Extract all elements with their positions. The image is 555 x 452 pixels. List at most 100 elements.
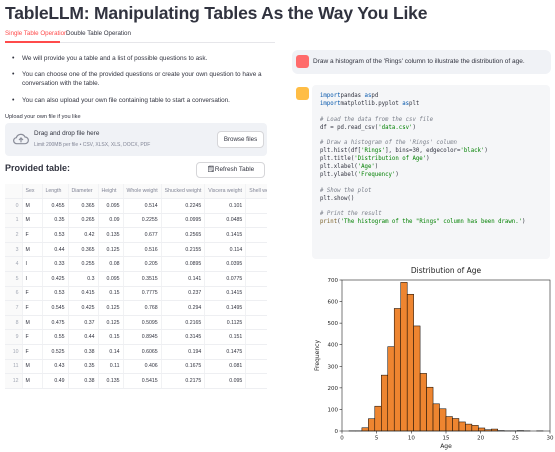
table-row[interactable]: 9 F 0.55 0.44 0.15 0.8945 0.3145 0.151 — [5, 329, 267, 346]
row-index: 6 — [5, 286, 23, 302]
table-row[interactable]: 10 F 0.525 0.38 0.14 0.6065 0.194 0.1475 — [5, 344, 267, 360]
code-block: importpandas aspd importmatplotlib.pyplot… — [312, 85, 550, 259]
table-row[interactable]: 7 F 0.545 0.425 0.125 0.768 0.294 0.1495 — [5, 300, 267, 316]
code-line: # Show the plot — [320, 187, 372, 194]
histogram-bar — [471, 425, 479, 432]
table-cell: 0.135 — [98, 373, 124, 389]
table-cell: 0.0775 — [204, 271, 247, 287]
tab-single-table[interactable]: Single Table Operation — [5, 30, 68, 37]
table-cell: 0.5095 — [123, 315, 162, 331]
table-cell — [245, 227, 267, 243]
tab-double-table[interactable]: Double Table Operation — [66, 30, 131, 37]
table-cell: 0.514 — [123, 198, 162, 214]
column-header[interactable]: Diameter — [68, 184, 99, 200]
code-line: plt.title('Distribution of Age') — [320, 156, 430, 163]
refresh-table-button[interactable]: 🗒Refresh Table — [196, 162, 265, 178]
table-cell: 0.2175 — [161, 373, 206, 389]
histogram-bar — [400, 282, 408, 432]
row-index: 11 — [5, 359, 23, 375]
table-cell: M — [22, 242, 43, 258]
code-line: importpandas aspd — [320, 93, 379, 99]
table-cell: 0.2165 — [161, 315, 206, 331]
table-cell: 0.1495 — [204, 300, 247, 316]
user-message-text: Draw a histogram of the 'Rings' column t… — [313, 58, 525, 65]
column-header[interactable]: Viscera weight — [204, 184, 247, 200]
table-cell: 0.3 — [68, 271, 99, 287]
table-cell: 0.455 — [42, 198, 69, 214]
table-cell: 0.125 — [98, 315, 124, 331]
row-index: 1 — [5, 213, 23, 229]
table-row[interactable]: 6 F 0.53 0.415 0.15 0.7775 0.237 0.1415 — [5, 286, 267, 302]
file-dropzone[interactable]: Drag and drop file here Limit 200MB per … — [5, 123, 267, 156]
table-cell — [245, 373, 267, 389]
dropzone-limit: Limit 200MB per file • CSV, XLSX, XLS, D… — [34, 142, 151, 148]
table-cell: 0.125 — [98, 242, 124, 258]
table-row[interactable]: 0 M 0.455 0.365 0.095 0.514 0.2245 0.101 — [5, 198, 267, 214]
cloud-upload-icon — [13, 133, 29, 145]
column-header[interactable]: Shucked weight — [161, 184, 206, 200]
table-cell: 0.6065 — [123, 344, 162, 360]
table-cell: 0.2155 — [161, 242, 206, 258]
table-row[interactable]: 12 M 0.49 0.38 0.135 0.5415 0.2175 0.095 — [5, 373, 267, 389]
table-row[interactable]: 2 F 0.53 0.42 0.135 0.677 0.2565 0.1415 — [5, 227, 267, 243]
table-cell: ( — [245, 315, 267, 331]
histogram-bar — [413, 325, 421, 432]
browse-files-button[interactable]: Browse files — [217, 131, 264, 148]
data-table[interactable]: Sex Length Diameter Height Whole weight Shuck… — [5, 184, 267, 390]
table-cell: 0.415 — [68, 286, 99, 302]
table-cell: 0.3145 — [161, 329, 206, 346]
table-cell: 0.38 — [68, 373, 99, 389]
table-cell: 0.151 — [204, 329, 247, 346]
column-header[interactable]: Shell we — [245, 184, 267, 200]
table-cell: 0.15 — [98, 329, 124, 346]
y-tick-label: 100 — [328, 407, 339, 413]
code-line — [320, 109, 550, 117]
table-row[interactable]: 5 I 0.425 0.3 0.095 0.3515 0.141 0.0775 — [5, 271, 267, 287]
table-cell: 0.125 — [98, 300, 124, 316]
column-header[interactable]: Length — [42, 184, 69, 200]
column-header[interactable]: Sex — [22, 184, 43, 200]
plot-frame — [341, 279, 551, 432]
table-cell: M — [22, 315, 43, 331]
table-cell: 0.425 — [42, 271, 69, 287]
table-cell: ( — [245, 359, 267, 375]
column-header[interactable] — [5, 184, 23, 200]
table-cell: 0.14 — [98, 344, 124, 360]
table-cell: 0.365 — [68, 198, 99, 214]
tab-bar: Single Table Operation Double Table Oper… — [5, 29, 275, 43]
table-cell: M — [22, 359, 43, 375]
row-index: 8 — [5, 315, 23, 331]
table-cell: 0.0485 — [204, 213, 247, 229]
intro-item: You can also upload your own file contai… — [12, 96, 270, 105]
row-index: 0 — [5, 198, 23, 214]
histogram-bar — [432, 403, 440, 432]
table-cell: 0.081 — [204, 359, 247, 375]
code-line — [320, 180, 550, 188]
table-row[interactable]: 1 M 0.35 0.265 0.09 0.2255 0.0995 0.0485 — [5, 213, 267, 229]
table-cell — [245, 300, 267, 316]
table-cell: 0.44 — [42, 242, 69, 258]
table-cell: 0.15 — [98, 286, 124, 302]
user-message: Draw a histogram of the 'Rings' column t… — [292, 50, 551, 74]
table-cell — [245, 344, 267, 360]
table-cell: 0.475 — [42, 315, 69, 331]
table-cell: 0.205 — [123, 256, 162, 273]
histogram-bar — [387, 346, 395, 432]
table-cell: F — [22, 300, 43, 316]
table-cell: 0.2255 — [123, 213, 162, 229]
column-header[interactable]: Height — [98, 184, 124, 200]
table-cell: 0.516 — [123, 242, 162, 258]
table-cell: 0.7775 — [123, 286, 162, 302]
dropzone-text: Drag and drop file here — [34, 130, 100, 137]
assistant-avatar-icon — [296, 87, 309, 100]
column-header[interactable]: Whole weight — [123, 184, 162, 200]
histogram-bar — [361, 427, 369, 432]
table-cell: M — [22, 373, 43, 389]
code-line: # Load the data from the csv file — [320, 116, 433, 123]
table-cell: 0.425 — [68, 300, 99, 316]
